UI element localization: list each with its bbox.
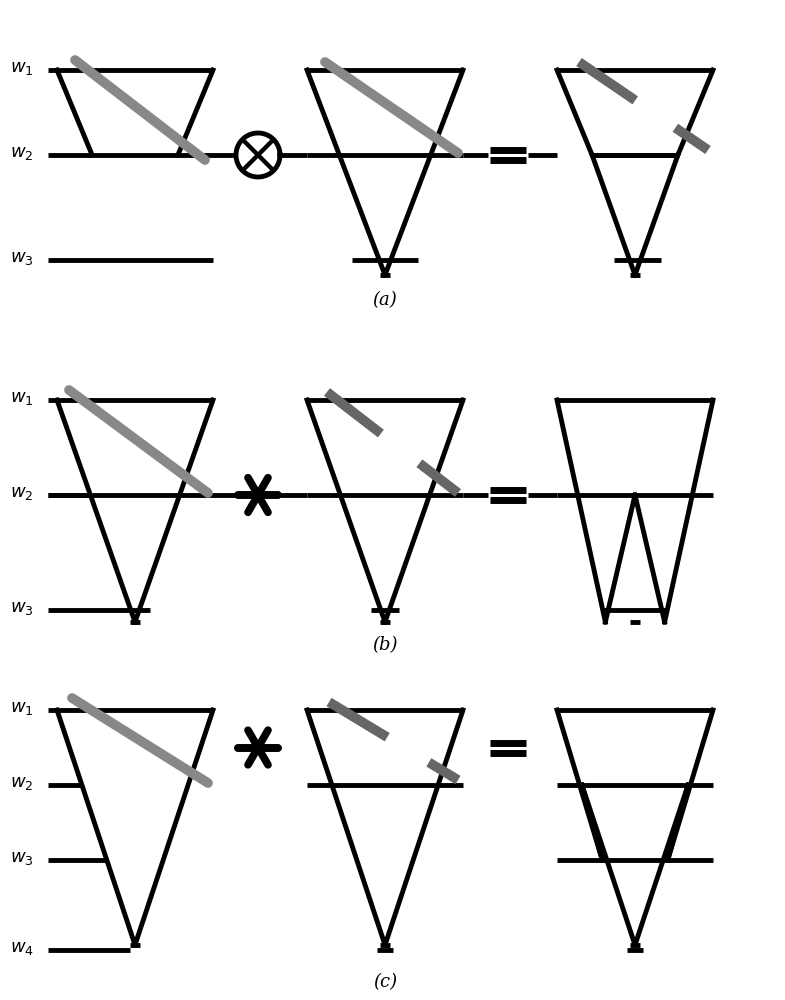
Text: (a): (a) <box>373 291 397 309</box>
Text: $w_1$: $w_1$ <box>10 59 34 77</box>
Text: $w_2$: $w_2$ <box>10 484 34 502</box>
Text: $w_3$: $w_3$ <box>10 249 34 267</box>
Text: $w_3$: $w_3$ <box>10 599 34 617</box>
Text: $w_2$: $w_2$ <box>10 774 34 792</box>
Text: $w_2$: $w_2$ <box>10 144 34 162</box>
Text: (b): (b) <box>372 636 398 654</box>
Text: (c): (c) <box>373 973 397 991</box>
Text: $w_4$: $w_4$ <box>10 939 34 957</box>
Text: $w_1$: $w_1$ <box>10 699 34 717</box>
Text: $w_1$: $w_1$ <box>10 389 34 407</box>
Text: $w_3$: $w_3$ <box>10 849 34 867</box>
